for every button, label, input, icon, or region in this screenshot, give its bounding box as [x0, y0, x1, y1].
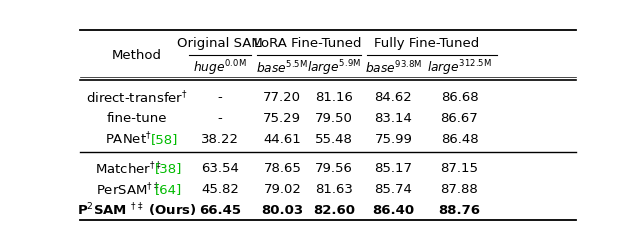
Text: 83.14: 83.14 — [374, 111, 412, 124]
Text: 79.02: 79.02 — [264, 182, 301, 195]
Text: PANet$^{\dagger}$: PANet$^{\dagger}$ — [105, 131, 152, 147]
Text: -: - — [218, 91, 222, 103]
Text: LoRA Fine-Tuned: LoRA Fine-Tuned — [255, 36, 362, 49]
Text: P$^2$SAM $^{\dagger\ddagger}$ (Ours): P$^2$SAM $^{\dagger\ddagger}$ (Ours) — [77, 200, 197, 218]
Text: 82.60: 82.60 — [313, 203, 355, 216]
Text: 44.61: 44.61 — [264, 132, 301, 145]
Text: 85.74: 85.74 — [374, 182, 412, 195]
Text: 80.03: 80.03 — [261, 203, 303, 216]
Text: Original SAM: Original SAM — [177, 36, 263, 49]
Text: [38]: [38] — [155, 162, 182, 175]
Text: 85.17: 85.17 — [374, 162, 412, 175]
Text: 87.15: 87.15 — [440, 162, 479, 175]
Text: 88.76: 88.76 — [438, 203, 481, 216]
Text: 45.82: 45.82 — [201, 182, 239, 195]
Text: 63.54: 63.54 — [201, 162, 239, 175]
Text: $\mathit{base}^{\mathit{93.8\mathrm{M}}}$: $\mathit{base}^{\mathit{93.8\mathrm{M}}}… — [365, 59, 422, 76]
Text: [58]: [58] — [150, 132, 178, 145]
Text: 78.65: 78.65 — [264, 162, 301, 175]
Text: 87.88: 87.88 — [440, 182, 478, 195]
Text: Matcher$^{\dagger\ddagger}$: Matcher$^{\dagger\ddagger}$ — [95, 160, 161, 176]
Text: 66.45: 66.45 — [199, 203, 241, 216]
Text: $\mathit{large}^{\mathit{5.9\mathrm{M}}}$: $\mathit{large}^{\mathit{5.9\mathrm{M}}}… — [307, 58, 361, 77]
Text: Fully Fine-Tuned: Fully Fine-Tuned — [374, 36, 479, 49]
Text: 79.50: 79.50 — [315, 111, 353, 124]
Text: fine-tune: fine-tune — [107, 111, 167, 124]
Text: 55.48: 55.48 — [315, 132, 353, 145]
Text: 81.63: 81.63 — [315, 182, 353, 195]
Text: 79.56: 79.56 — [315, 162, 353, 175]
Text: $\mathit{large}^{\mathit{312.5\mathrm{M}}}$: $\mathit{large}^{\mathit{312.5\mathrm{M}… — [427, 58, 492, 77]
Text: PerSAM$^{\dagger\ddagger}$: PerSAM$^{\dagger\ddagger}$ — [97, 180, 160, 197]
Text: 75.29: 75.29 — [264, 111, 301, 124]
Text: [64]: [64] — [155, 182, 182, 195]
Text: 81.16: 81.16 — [315, 91, 353, 103]
Text: direct-transfer$^{\dagger}$: direct-transfer$^{\dagger}$ — [86, 89, 188, 105]
Text: 86.68: 86.68 — [440, 91, 478, 103]
Text: 86.48: 86.48 — [440, 132, 478, 145]
Text: 77.20: 77.20 — [264, 91, 301, 103]
Text: 38.22: 38.22 — [201, 132, 239, 145]
Text: Method: Method — [112, 49, 162, 62]
Text: 86.40: 86.40 — [372, 203, 415, 216]
Text: $\mathit{huge}^{\mathit{0.0\mathrm{M}}}$: $\mathit{huge}^{\mathit{0.0\mathrm{M}}}$ — [193, 58, 246, 77]
Text: 84.62: 84.62 — [374, 91, 412, 103]
Text: 86.67: 86.67 — [440, 111, 478, 124]
Text: 75.99: 75.99 — [374, 132, 412, 145]
Text: -: - — [218, 111, 222, 124]
Text: $\mathit{base}^{\mathit{5.5\mathrm{M}}}$: $\mathit{base}^{\mathit{5.5\mathrm{M}}}$ — [257, 59, 308, 76]
